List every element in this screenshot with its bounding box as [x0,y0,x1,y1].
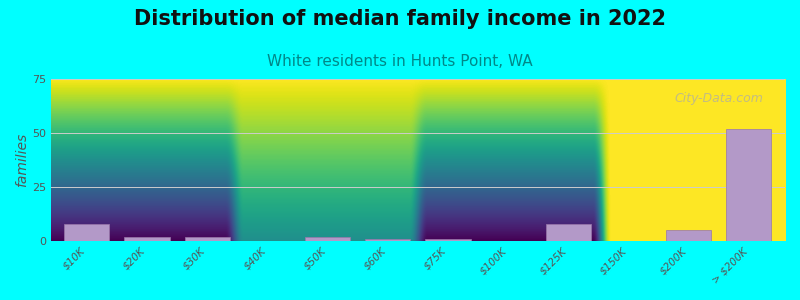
Bar [305,237,350,241]
Y-axis label: families: families [15,133,29,187]
Bar [185,237,230,241]
Bar [125,237,170,241]
Text: City-Data.com: City-Data.com [674,92,763,105]
Bar [726,129,771,241]
Text: White residents in Hunts Point, WA: White residents in Hunts Point, WA [267,54,533,69]
Bar [546,224,591,241]
Bar [64,224,110,241]
Bar [426,239,470,241]
Bar [366,239,410,241]
Bar [666,230,711,241]
Text: Distribution of median family income in 2022: Distribution of median family income in … [134,9,666,29]
